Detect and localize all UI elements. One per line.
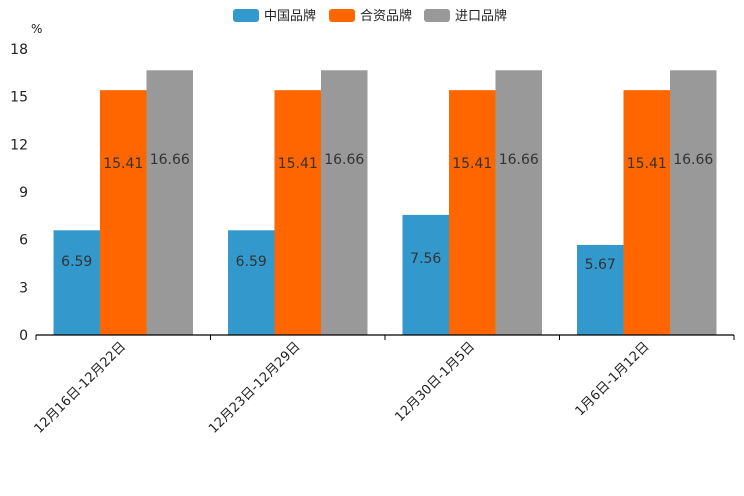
data-label: 16.66 (499, 152, 539, 168)
data-label: 6.59 (236, 254, 267, 270)
bar (623, 90, 670, 335)
bar (670, 70, 717, 336)
x-tick-label: 12月30日-1月5日 (392, 339, 478, 425)
data-label: 16.66 (324, 152, 364, 168)
bar (449, 90, 496, 335)
data-label: 5.67 (585, 257, 616, 273)
x-tick-label: 12月23日-12月29日 (206, 339, 303, 436)
x-tick-label: 12月16日-12月22日 (32, 339, 129, 436)
data-label: 15.41 (278, 156, 318, 172)
x-tick-label: 1月6日-1月12日 (573, 339, 653, 419)
y-tick-label: 6 (19, 233, 28, 249)
y-tick-label: 3 (19, 280, 28, 296)
bar (577, 244, 624, 335)
data-label: 7.56 (410, 251, 441, 267)
data-label: 15.41 (627, 156, 667, 172)
legend-swatch (233, 9, 259, 22)
x-axis: 12月16日-12月22日 12月23日-12月29日 12月30日-1月5日 1月6… (32, 334, 735, 437)
y-tick-label: 12 (10, 137, 28, 153)
data-label: 16.66 (673, 152, 713, 168)
data-label: 16.66 (150, 152, 190, 168)
y-tick-label: 9 (19, 185, 28, 201)
data-label: 6.59 (61, 254, 92, 270)
data-label: 15.41 (103, 156, 143, 172)
legend-label: 中国品牌 (264, 8, 316, 24)
y-tick-label: 15 (10, 90, 28, 106)
y-axis: 0 3 6 9 12 15 18 (10, 42, 28, 344)
data-labels: 6.59 15.41 16.66 6.59 15.41 16.66 7.56 15.41 16.… (61, 152, 713, 273)
data-label: 15.41 (452, 156, 492, 172)
bar (321, 70, 368, 336)
y-unit-label: % (31, 22, 42, 36)
legend-swatch (424, 9, 450, 22)
legend: 中国品牌 合资品牌 进口品牌 (233, 8, 507, 24)
bar (402, 214, 449, 335)
y-tick-label: 18 (10, 42, 28, 58)
legend-label: 合资品牌 (360, 8, 412, 24)
bar (495, 70, 542, 336)
bar (100, 90, 147, 335)
legend-swatch (329, 9, 355, 22)
bar (53, 230, 100, 335)
y-tick-label: 0 (19, 328, 28, 344)
bar (228, 230, 275, 335)
bar (274, 90, 321, 335)
bars (53, 70, 717, 336)
legend-label: 进口品牌 (455, 8, 507, 24)
bar (146, 70, 193, 336)
